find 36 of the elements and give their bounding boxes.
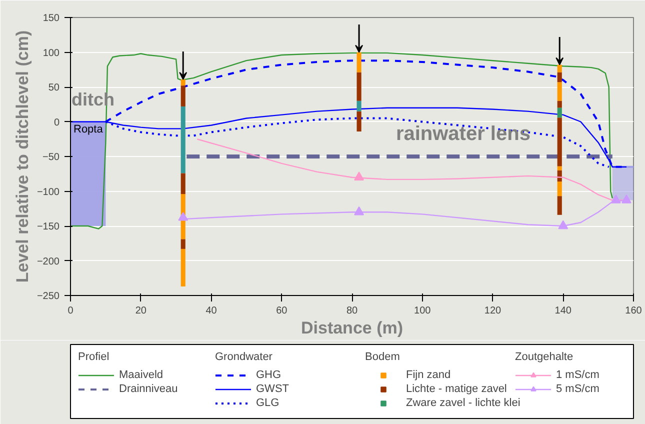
text: Profiel bbox=[78, 351, 110, 363]
annotation: Ropta bbox=[74, 124, 104, 136]
x-tick-label: 0 bbox=[68, 306, 74, 316]
y-tick-label: −250 bbox=[36, 291, 60, 302]
x-tick-label: 100 bbox=[414, 306, 432, 316]
x-tick-label: 80 bbox=[346, 306, 358, 316]
x-tick-label: 140 bbox=[554, 306, 572, 316]
legend-label: Drainniveau bbox=[119, 382, 178, 396]
legend-label: GHG bbox=[256, 368, 282, 382]
y-tick-label: −50 bbox=[42, 152, 60, 163]
y-tick-label: 0 bbox=[54, 117, 60, 128]
legend-label: GWST bbox=[256, 382, 289, 396]
legend-label: 5 mS/cm bbox=[556, 382, 600, 396]
legend-label: 1 mS/cm bbox=[556, 368, 600, 382]
y-tick-label: 100 bbox=[42, 48, 60, 59]
x-tick-label: 160 bbox=[625, 306, 642, 316]
annotation: rainwater lens bbox=[396, 122, 530, 145]
legend-label: Fijn zand bbox=[406, 368, 451, 382]
y-tick-label: −100 bbox=[36, 186, 60, 198]
legend-label: Zware zavel - lichte klei bbox=[406, 396, 520, 410]
text: Bodem bbox=[365, 351, 400, 363]
legend-label: GLG bbox=[256, 396, 280, 410]
x-tick-label: 120 bbox=[484, 306, 502, 316]
y-tick-label: 150 bbox=[42, 13, 60, 24]
x-tick-label: 40 bbox=[206, 306, 218, 316]
legend-label: Maaiveld bbox=[119, 368, 164, 382]
y-tick-label: 50 bbox=[48, 82, 60, 94]
text: Zoutgehalte bbox=[515, 351, 574, 363]
x-tick-label: 60 bbox=[276, 306, 288, 316]
x-axis-title: Distance (m) bbox=[300, 318, 404, 338]
y-tick-label: −200 bbox=[36, 256, 60, 268]
legend-label: Lichte - matige zavel bbox=[406, 382, 507, 396]
y-tick-label: −150 bbox=[36, 222, 60, 232]
text: Grondwater bbox=[215, 351, 272, 363]
x-tick-label: 20 bbox=[135, 306, 147, 316]
y-axis-title: Level relative to ditchlevel (cm) bbox=[12, 30, 32, 283]
